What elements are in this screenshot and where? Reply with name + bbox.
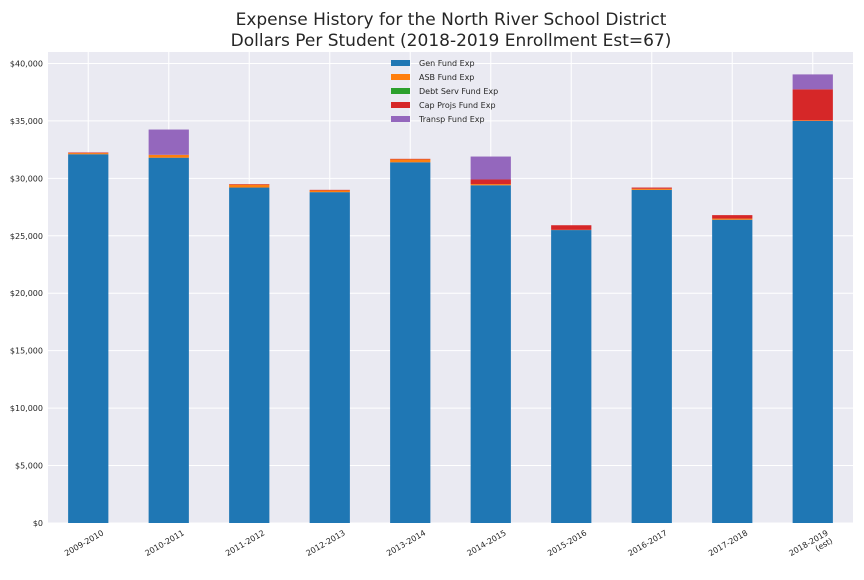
legend-label: Gen Fund Exp — [419, 59, 475, 68]
bar-segment — [149, 130, 189, 155]
bar-segment — [793, 74, 833, 89]
bar-segment — [149, 155, 189, 158]
legend-label: Debt Serv Fund Exp — [419, 87, 498, 96]
y-tick-label: $5,000 — [15, 462, 43, 471]
bar-segment — [310, 190, 350, 192]
bar-segment — [793, 121, 833, 523]
bar-segment — [551, 230, 591, 523]
y-tick-label: $35,000 — [10, 117, 43, 126]
bar-segment — [632, 190, 672, 523]
bar-segment — [471, 157, 511, 180]
bar-segment — [390, 159, 430, 162]
bar-segment — [551, 225, 591, 230]
bar-segment — [471, 184, 511, 185]
y-tick-label: $20,000 — [10, 289, 43, 298]
y-tick-label: $40,000 — [10, 59, 43, 68]
legend-swatch — [391, 116, 410, 122]
bar-segment — [68, 153, 108, 154]
bar-segment — [712, 219, 752, 220]
bar-segment — [632, 189, 672, 190]
bar-segment — [793, 89, 833, 120]
y-tick-label: $25,000 — [10, 232, 43, 241]
legend-swatch — [391, 60, 410, 66]
bar-segment — [229, 188, 269, 523]
chart-title-line-1: Expense History for the North River Scho… — [236, 10, 667, 30]
legend-swatch — [391, 102, 410, 108]
bar-segment — [712, 215, 752, 218]
bar-segment — [149, 158, 189, 523]
bar-segment — [68, 154, 108, 523]
legend-label: ASB Fund Exp — [419, 73, 474, 82]
bar-segment — [390, 159, 430, 160]
bar-segment — [229, 184, 269, 185]
bar-segment — [712, 220, 752, 523]
bar-segment — [793, 120, 833, 121]
y-tick-label: $10,000 — [10, 404, 43, 413]
bar-segment — [390, 162, 430, 523]
bar-segment — [310, 190, 350, 191]
y-tick-label: $30,000 — [10, 174, 43, 183]
bar-segment — [632, 188, 672, 189]
legend-swatch — [391, 88, 410, 94]
bar-segment — [471, 180, 511, 185]
legend-swatch — [391, 74, 410, 80]
bar-segment — [310, 192, 350, 523]
chart-title-line-2: Dollars Per Student (2018-2019 Enrollmen… — [231, 31, 672, 51]
y-tick-label: $15,000 — [10, 347, 43, 356]
bar-segment — [229, 185, 269, 188]
bar-segment — [471, 185, 511, 523]
legend-label: Transp Fund Exp — [418, 115, 485, 124]
legend-label: Cap Projs Fund Exp — [419, 101, 496, 110]
y-tick-label: $0 — [33, 519, 43, 528]
bar-segment — [68, 153, 108, 154]
